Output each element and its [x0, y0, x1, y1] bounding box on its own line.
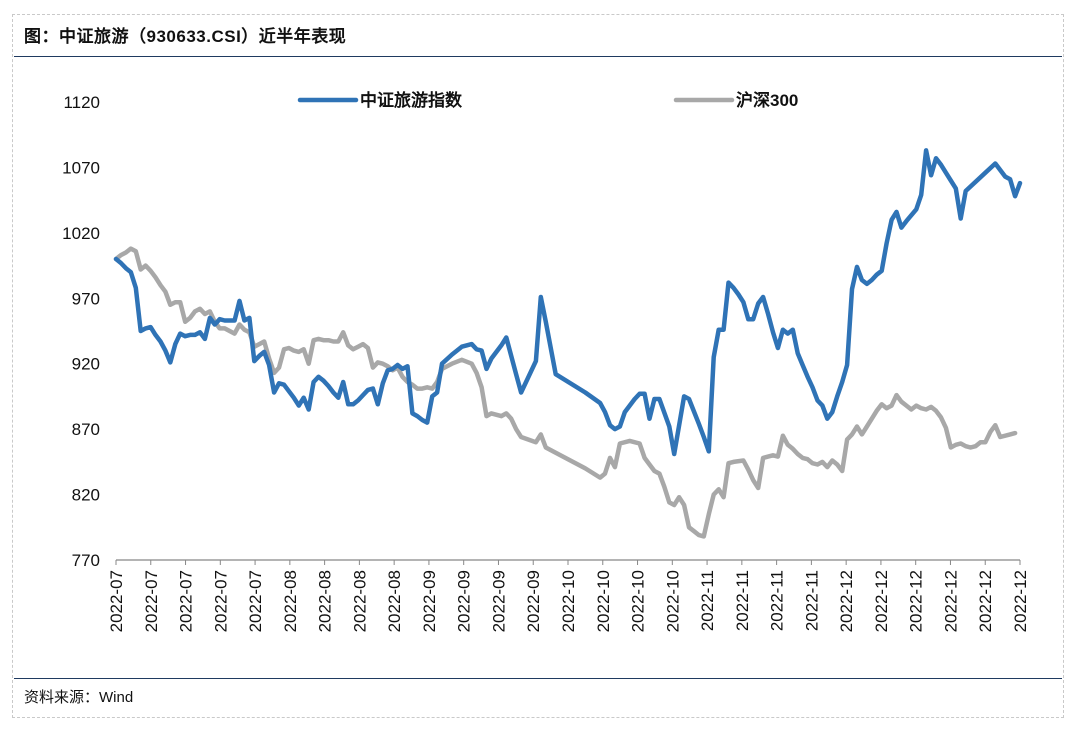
x-tick-label: 2022-09: [524, 570, 543, 632]
x-tick-label: 2022-08: [281, 570, 300, 632]
x-tick-label: 2022-12: [941, 570, 960, 632]
x-tick-label: 2022-07: [211, 570, 230, 632]
y-tick-label: 920: [72, 355, 100, 374]
x-tick-label: 2022-11: [698, 570, 717, 631]
x-tick-label: 2022-10: [629, 570, 648, 632]
x-tick-label: 2022-11: [768, 570, 787, 631]
source-rule: [14, 678, 1062, 679]
x-tick-label: 2022-12: [1011, 570, 1030, 632]
source-note: 资料来源：Wind: [24, 689, 134, 706]
x-tick-label: 2022-07: [246, 570, 265, 632]
x-axis-ticks: 2022-07 2022-07 2022-07 2022-07 2022-07 2022-…: [107, 560, 1030, 632]
series-line-tourism-index: [113, 148, 1023, 457]
x-tick-label: 2022-10: [594, 570, 613, 632]
y-tick-label: 1020: [62, 224, 100, 243]
x-tick-label: 2022-09: [420, 570, 439, 632]
x-tick-label: 2022-09: [455, 570, 474, 632]
x-tick-label: 2022-12: [837, 570, 856, 632]
y-tick-label: 870: [72, 420, 100, 439]
y-axis-ticks: 770 820 870 920 970 1020 1070 1120: [62, 93, 100, 570]
x-tick-label: 2022-08: [316, 570, 335, 632]
x-tick-label: 2022-09: [489, 570, 508, 632]
x-tick-label: 2022-08: [350, 570, 369, 632]
x-tick-label: 2022-08: [385, 570, 404, 632]
legend-label: 沪深300: [736, 90, 798, 110]
y-tick-label: 1120: [63, 93, 100, 112]
x-tick-label: 2022-11: [733, 570, 752, 631]
x-tick-label: 2022-07: [142, 570, 161, 632]
y-tick-label: 1070: [62, 158, 100, 177]
title-rule: [14, 56, 1062, 57]
x-tick-label: 2022-11: [802, 570, 821, 631]
y-tick-label: 970: [72, 289, 100, 308]
x-tick-label: 2022-07: [107, 570, 126, 632]
y-tick-label: 820: [72, 486, 100, 505]
x-tick-label: 2022-12: [907, 570, 926, 632]
x-tick-label: 2022-10: [663, 570, 682, 632]
legend-label: 中证旅游指数: [360, 90, 463, 110]
figure-frame: [12, 14, 1064, 718]
series-line-csi300: [113, 246, 1018, 539]
legend: 中证旅游指数 沪深300: [297, 90, 798, 110]
x-tick-label: 2022-10: [559, 570, 578, 632]
y-tick-label: 770: [72, 551, 100, 570]
x-tick-label: 2022-12: [976, 570, 995, 632]
x-tick-label: 2022-07: [177, 570, 196, 632]
x-tick-label: 2022-12: [872, 570, 891, 632]
figure-title: 图：中证旅游（930633.CSI）近半年表现: [24, 27, 347, 46]
series-layer: [113, 148, 1023, 539]
